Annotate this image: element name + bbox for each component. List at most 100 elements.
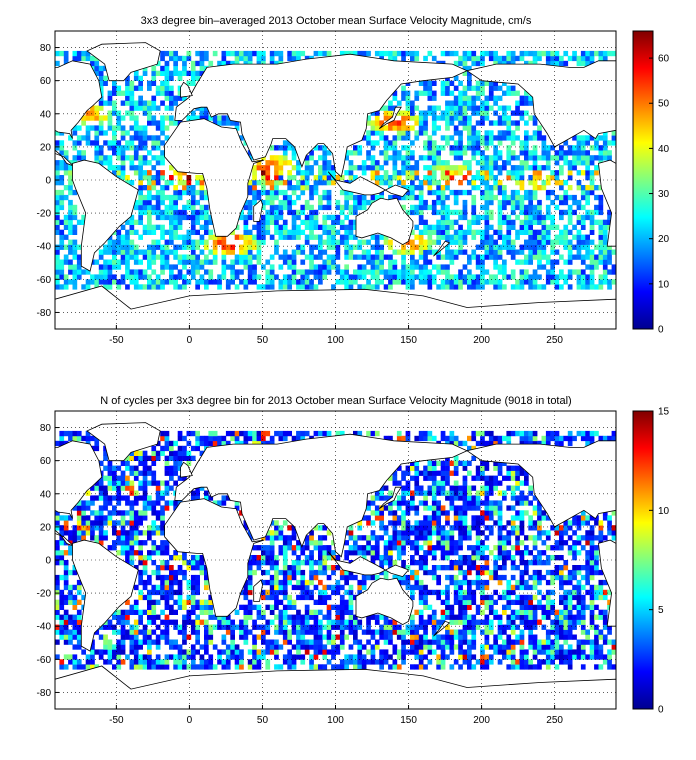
heatmap-cell bbox=[431, 110, 437, 116]
heatmap-cell bbox=[458, 594, 463, 601]
heatmap-cell bbox=[234, 269, 240, 275]
heatmap-cell bbox=[405, 629, 411, 635]
heatmap-cell bbox=[116, 165, 122, 171]
heatmap-cell bbox=[225, 115, 231, 121]
heatmap-cell bbox=[427, 589, 433, 596]
heatmap-cell bbox=[63, 624, 69, 630]
heatmap-cell bbox=[370, 550, 376, 556]
heatmap-cell bbox=[212, 234, 218, 240]
heatmap-cell bbox=[339, 279, 345, 285]
heatmap-cell bbox=[151, 550, 157, 556]
heatmap-cell bbox=[550, 259, 555, 265]
heatmap-cell bbox=[76, 535, 82, 541]
heatmap-cell bbox=[436, 574, 441, 581]
heatmap-cell bbox=[431, 545, 437, 551]
heatmap-cell bbox=[480, 274, 485, 280]
heatmap-cell bbox=[480, 135, 485, 141]
heatmap-cell bbox=[269, 264, 275, 270]
heatmap-cell bbox=[190, 619, 196, 625]
heatmap-cell bbox=[410, 545, 415, 551]
heatmap-cell bbox=[160, 284, 165, 290]
heatmap-cell bbox=[379, 175, 384, 181]
heatmap-cell bbox=[164, 254, 170, 260]
heatmap-cell bbox=[462, 204, 468, 211]
heatmap-cell bbox=[125, 555, 130, 561]
heatmap-cell bbox=[190, 70, 196, 76]
heatmap-cell bbox=[449, 175, 455, 181]
heatmap-cell bbox=[120, 155, 126, 161]
heatmap-cell bbox=[230, 249, 235, 255]
heatmap-cell bbox=[471, 60, 477, 67]
heatmap-cell bbox=[313, 264, 319, 270]
heatmap-cell bbox=[309, 654, 314, 660]
heatmap-cell bbox=[182, 209, 187, 216]
heatmap-cell bbox=[580, 654, 586, 660]
heatmap-cell bbox=[339, 594, 345, 601]
heatmap-cell bbox=[76, 609, 82, 615]
heatmap-cell bbox=[401, 269, 406, 275]
heatmap-cell bbox=[107, 644, 113, 650]
heatmap-cell bbox=[414, 175, 420, 181]
heatmap-cell bbox=[129, 624, 135, 630]
heatmap-cell bbox=[68, 629, 73, 635]
heatmap-cell bbox=[418, 239, 424, 245]
heatmap-cell bbox=[436, 639, 441, 645]
heatmap-cell bbox=[68, 244, 73, 250]
heatmap-cell bbox=[471, 229, 477, 235]
heatmap-cell bbox=[296, 269, 301, 275]
heatmap-cell bbox=[160, 194, 165, 201]
heatmap-cell bbox=[129, 540, 135, 546]
heatmap-cell bbox=[598, 204, 604, 211]
heatmap-cell bbox=[580, 629, 586, 635]
heatmap-cell bbox=[59, 165, 65, 171]
heatmap-cell bbox=[567, 274, 573, 280]
heatmap-cell bbox=[475, 140, 481, 146]
heatmap-cell bbox=[388, 560, 393, 566]
heatmap-cell bbox=[467, 639, 472, 645]
heatmap-cell bbox=[594, 550, 599, 556]
heatmap-cell bbox=[484, 214, 490, 221]
heatmap-cell bbox=[326, 50, 332, 57]
heatmap-cell bbox=[177, 75, 183, 81]
heatmap-cell bbox=[550, 599, 555, 605]
heatmap-cell bbox=[502, 204, 507, 211]
heatmap-cell bbox=[572, 165, 577, 171]
heatmap-cell bbox=[502, 589, 507, 596]
heatmap-cell bbox=[72, 629, 78, 635]
heatmap-cell bbox=[580, 609, 586, 615]
heatmap-cell bbox=[190, 214, 196, 221]
heatmap-cell bbox=[169, 555, 174, 561]
heatmap-cell bbox=[274, 185, 279, 191]
heatmap-cell bbox=[388, 125, 393, 131]
heatmap-cell bbox=[580, 135, 586, 141]
colorbar-tick-label: 30 bbox=[658, 189, 670, 200]
heatmap-cell bbox=[488, 120, 494, 126]
heatmap-cell bbox=[519, 629, 525, 635]
heatmap-cell bbox=[133, 649, 139, 655]
chart-title-velocity: 3x3 degree bin–averaged 2013 October mea… bbox=[141, 15, 532, 27]
heatmap-cell bbox=[611, 50, 616, 57]
heatmap-cell bbox=[116, 170, 122, 176]
heatmap-cell bbox=[559, 629, 564, 635]
heatmap-cell bbox=[410, 644, 415, 650]
heatmap-cell bbox=[151, 589, 157, 596]
heatmap-cell bbox=[458, 589, 463, 596]
heatmap-cell bbox=[401, 259, 406, 265]
heatmap-cell bbox=[68, 269, 73, 275]
heatmap-cell bbox=[510, 85, 516, 91]
heatmap-cell bbox=[59, 594, 65, 601]
heatmap-cell bbox=[431, 555, 437, 561]
heatmap-cell bbox=[357, 664, 363, 670]
heatmap-cell bbox=[449, 649, 455, 655]
heatmap-cell bbox=[589, 584, 595, 591]
heatmap-cell bbox=[480, 589, 485, 596]
heatmap-cell bbox=[480, 279, 485, 285]
heatmap-cell bbox=[458, 584, 463, 591]
heatmap-cell bbox=[199, 659, 205, 665]
heatmap-cell bbox=[607, 624, 612, 630]
heatmap-cell bbox=[138, 185, 143, 191]
heatmap-cell bbox=[269, 209, 275, 216]
heatmap-cell bbox=[414, 259, 420, 265]
heatmap-cell bbox=[147, 654, 152, 660]
heatmap-cell bbox=[467, 50, 472, 57]
